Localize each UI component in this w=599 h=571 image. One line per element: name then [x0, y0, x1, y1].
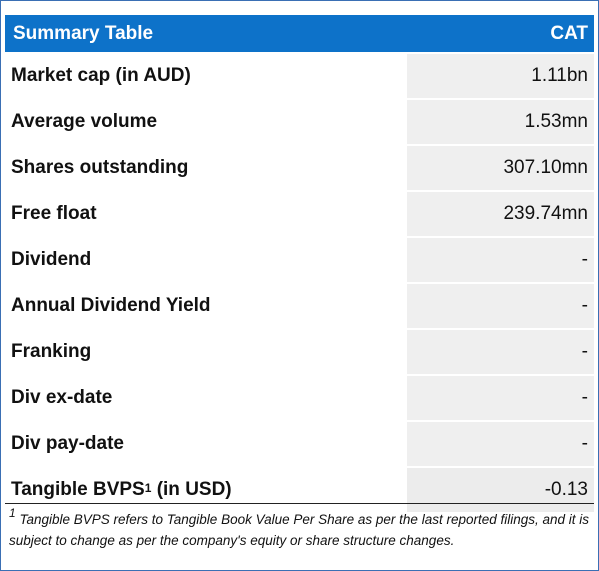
row-value: 1.53mn — [407, 100, 594, 144]
table-row-franking: Franking - — [5, 330, 594, 374]
row-label: Market cap (in AUD) — [5, 54, 405, 98]
row-value: 239.74mn — [407, 192, 594, 236]
row-value: - — [407, 376, 594, 420]
footnote: 1 Tangible BVPS refers to Tangible Book … — [9, 505, 592, 551]
row-label: Average volume — [5, 100, 405, 144]
row-value: 1.11bn — [407, 54, 594, 98]
table-row-tangible-bvps: Tangible BVPS 1 (in USD) -0.13 — [5, 468, 594, 512]
row-label: Div pay-date — [5, 422, 405, 466]
row-value: - — [407, 284, 594, 328]
table-header: Summary Table CAT — [5, 15, 594, 52]
table-row-average-volume: Average volume 1.53mn — [5, 100, 594, 144]
row-value: - — [407, 422, 594, 466]
row-value: -0.13 — [407, 468, 594, 512]
table-row-div-ex-date: Div ex-date - — [5, 376, 594, 420]
row-label: Franking — [5, 330, 405, 374]
row-value: 307.10mn — [407, 146, 594, 190]
table-row-free-float: Free float 239.74mn — [5, 192, 594, 236]
row-value: - — [407, 330, 594, 374]
ticker-label: CAT — [550, 22, 588, 44]
footnote-text: Tangible BVPS refers to Tangible Book Va… — [9, 512, 590, 548]
table-body: Market cap (in AUD) 1.11bn Average volum… — [5, 54, 594, 514]
row-label: Tangible BVPS 1 (in USD) — [5, 468, 405, 512]
row-label: Shares outstanding — [5, 146, 405, 190]
table-row-market-cap: Market cap (in AUD) 1.11bn — [5, 54, 594, 98]
row-label: Dividend — [5, 238, 405, 282]
row-value: - — [407, 238, 594, 282]
table-row-div-pay-date: Div pay-date - — [5, 422, 594, 466]
table-title: Summary Table — [13, 22, 154, 44]
row-label: Div ex-date — [5, 376, 405, 420]
row-label-suffix: (in USD) — [151, 479, 232, 500]
footnote-divider — [5, 503, 594, 504]
table-row-dividend: Dividend - — [5, 238, 594, 282]
row-label: Annual Dividend Yield — [5, 284, 405, 328]
table-row-shares-outstanding: Shares outstanding 307.10mn — [5, 146, 594, 190]
footnote-marker: 1 — [9, 505, 16, 520]
table-row-annual-dividend-yield: Annual Dividend Yield - — [5, 284, 594, 328]
row-label: Free float — [5, 192, 405, 236]
row-label-main: Tangible BVPS — [11, 479, 145, 500]
